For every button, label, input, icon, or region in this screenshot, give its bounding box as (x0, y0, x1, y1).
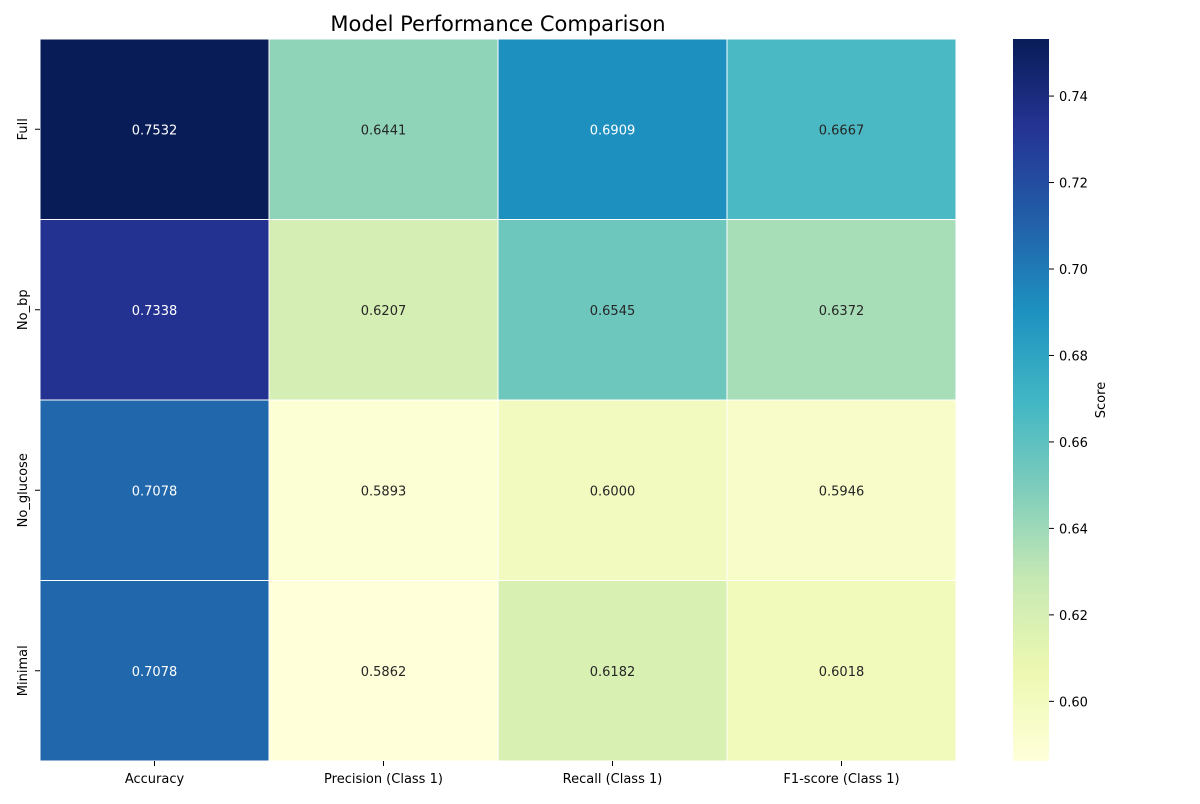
colorbar-tick-label: 0.74 (1059, 90, 1088, 105)
heatmap-cell (39, 38, 270, 220)
heatmap-cell (268, 219, 499, 401)
x-tick-label: Accuracy (125, 772, 185, 787)
heatmap-cell (268, 580, 499, 762)
cell-value-label: 0.7532 (132, 123, 178, 138)
chart-title: Model Performance Comparison (330, 12, 665, 36)
heatmap-cell (39, 219, 270, 401)
heatmap-cell (268, 399, 499, 581)
colorbar: 0.60 0.62 0.64 0.66 0.68 0.70 0.72 0.74 Score (1013, 39, 1109, 761)
colorbar-gradient (1013, 39, 1049, 761)
heatmap-cell (726, 580, 957, 762)
cell-value-label: 0.7338 (132, 304, 178, 319)
colorbar-tick-label: 0.64 (1059, 522, 1088, 537)
colorbar-tick-label: 0.70 (1059, 263, 1088, 278)
y-axis: Full No_bp No_glucose Minimal (16, 118, 40, 696)
cell-value-label: 0.5893 (361, 484, 407, 499)
heatmap-cell (39, 580, 270, 762)
cell-value-label: 0.7078 (132, 665, 178, 680)
cell-value-label: 0.5946 (819, 484, 865, 499)
y-tick-label: Full (16, 118, 31, 140)
heatmap-cell (268, 38, 499, 220)
cell-value-label: 0.6909 (590, 123, 636, 138)
x-axis: Accuracy Precision (Class 1) Recall (Class… (125, 761, 900, 787)
cell-value-label: 0.6667 (819, 123, 865, 138)
y-tick-label: Minimal (16, 645, 31, 696)
heatmap-cell (726, 399, 957, 581)
colorbar-tick-label: 0.60 (1059, 695, 1088, 710)
colorbar-label: Score (1094, 382, 1109, 418)
y-tick-label: No_bp (16, 289, 31, 330)
colorbar-tick-label: 0.62 (1059, 609, 1088, 624)
heatmap-cell (726, 38, 957, 220)
colorbar-tick-label: 0.66 (1059, 436, 1088, 451)
cell-value-label: 0.6545 (590, 304, 636, 319)
heatmap-cells: 0.7532 0.6441 0.6909 0.6667 0.7338 0.6207 0.65… (39, 38, 957, 762)
x-tick-label: Recall (Class 1) (563, 772, 663, 787)
y-tick-label: No_glucose (16, 453, 31, 527)
x-tick-label: F1-score (Class 1) (783, 772, 899, 787)
cell-value-label: 0.6018 (819, 665, 865, 680)
heatmap-cell (497, 219, 728, 401)
heatmap-cell (497, 38, 728, 220)
heatmap-cell (497, 580, 728, 762)
cell-value-label: 0.6441 (361, 123, 407, 138)
cell-value-label: 0.6182 (590, 665, 636, 680)
cell-value-label: 0.5862 (361, 665, 407, 680)
colorbar-tick-label: 0.72 (1059, 177, 1088, 192)
cell-value-label: 0.6372 (819, 304, 865, 319)
cell-value-label: 0.6000 (590, 484, 636, 499)
cell-value-label: 0.7078 (132, 484, 178, 499)
cell-value-label: 0.6207 (361, 304, 407, 319)
heatmap-cell (726, 219, 957, 401)
x-tick-label: Precision (Class 1) (324, 772, 443, 787)
colorbar-tick-label: 0.68 (1059, 349, 1088, 364)
